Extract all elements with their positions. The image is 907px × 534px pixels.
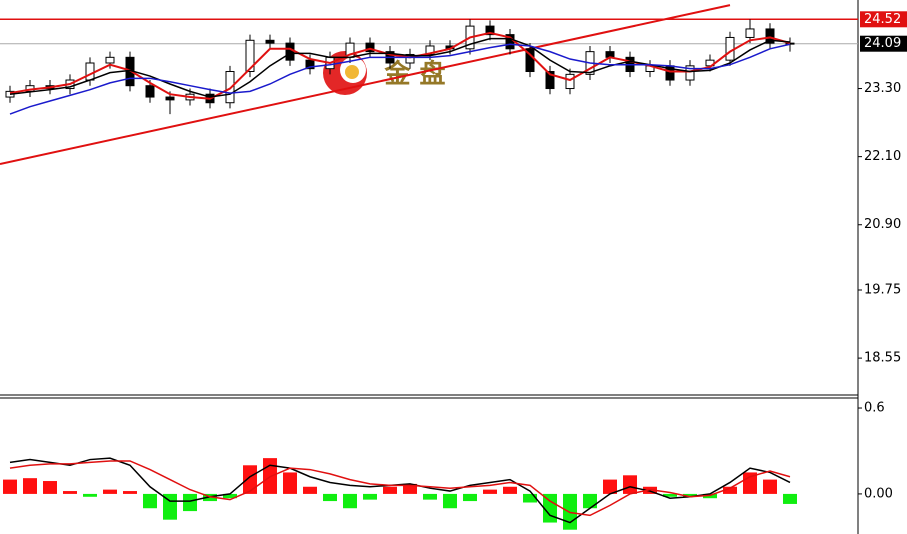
candle-body: [525, 48, 535, 73]
candle-body: [545, 71, 555, 90]
histogram-bar: [123, 491, 137, 494]
candle-body: [105, 56, 115, 64]
price-tag: [860, 35, 907, 52]
indicator-line: [9, 37, 791, 98]
histogram-bar: [63, 491, 77, 494]
histogram-bar: [603, 479, 617, 494]
candle-body: [405, 53, 415, 64]
logo-dot: [345, 65, 359, 79]
histogram-bar: [183, 493, 197, 512]
histogram-bar: [463, 493, 477, 502]
histogram-bar: [523, 493, 537, 503]
histogram-bar: [683, 493, 697, 497]
candle-body: [365, 42, 375, 53]
histogram-bar: [743, 472, 757, 494]
histogram-bar: [383, 486, 397, 494]
price-tag-label: 24.52: [864, 12, 901, 27]
histogram-bar: [623, 475, 637, 494]
histogram-bar: [223, 493, 237, 499]
indicator-line: [9, 43, 791, 115]
histogram-bar: [723, 486, 737, 494]
histogram-bar: [23, 478, 37, 494]
y-tick-label: 23.30: [864, 81, 901, 96]
price-tag: [860, 11, 907, 28]
histogram-bar: [363, 493, 377, 500]
histogram-bar: [3, 479, 17, 494]
candle-body: [145, 85, 155, 98]
y-tick-label: 22.10: [864, 149, 901, 164]
histogram-bar: [303, 486, 317, 494]
candle-body: [765, 28, 775, 44]
histogram-bar: [243, 465, 257, 494]
candle-body: [285, 42, 295, 61]
histogram-bar: [43, 481, 57, 494]
candle-body: [725, 36, 735, 61]
indicator-line: [9, 460, 791, 517]
histogram-bar: [403, 483, 417, 494]
trendline: [0, 4, 731, 165]
histogram-bar: [83, 493, 97, 497]
histogram-bar: [323, 493, 337, 502]
candle-body: [565, 73, 575, 90]
candle-body: [225, 71, 235, 104]
histogram-bar: [143, 493, 157, 509]
candle-body: [245, 39, 255, 73]
candle-body: [425, 45, 435, 55]
histogram-bar: [103, 489, 117, 494]
candle-body: [485, 25, 495, 36]
watermark-logo: 金 盘: [323, 51, 446, 95]
candle-body: [265, 39, 275, 44]
candle-body: [165, 96, 175, 101]
histogram-bar: [343, 493, 357, 509]
y-tick-label: 0.6: [864, 401, 885, 416]
histogram-bar: [663, 493, 677, 497]
histogram-bar: [583, 493, 597, 509]
histogram-bar: [763, 479, 777, 494]
y-tick-label: 0.00: [864, 486, 893, 501]
candle-body: [745, 28, 755, 38]
histogram-bar: [543, 493, 557, 523]
histogram-bar: [423, 493, 437, 500]
histogram-bar: [443, 493, 457, 509]
y-tick-label: 18.55: [864, 351, 901, 366]
candle-body: [685, 65, 695, 81]
indicator-line: [9, 31, 791, 100]
histogram-bar: [503, 486, 517, 494]
candle-body: [305, 59, 315, 70]
y-tick-label: 20.90: [864, 217, 901, 232]
histogram-bar: [283, 472, 297, 494]
histogram-bar: [783, 493, 797, 504]
candle-body: [85, 62, 95, 81]
histogram-bar: [483, 489, 497, 494]
price-tag-label: 24.09: [864, 36, 901, 51]
y-tick-label: 19.75: [864, 283, 901, 298]
